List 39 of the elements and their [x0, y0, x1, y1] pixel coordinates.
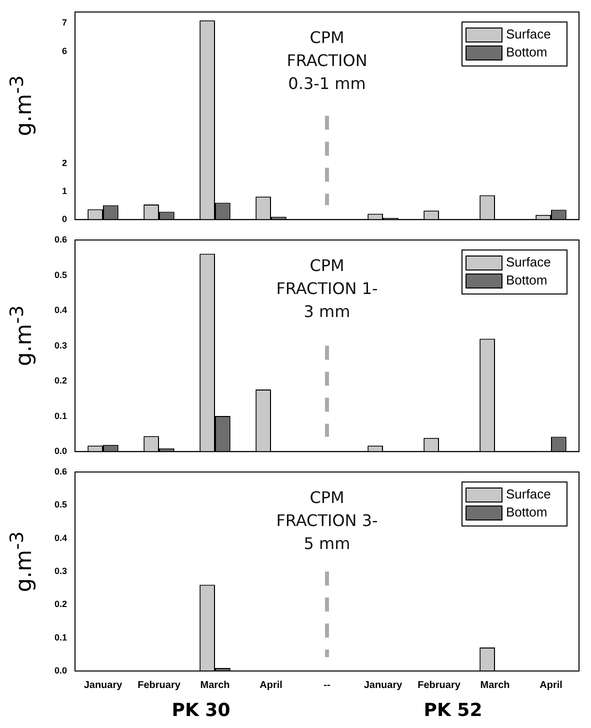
y-tick-label: 2 [62, 158, 67, 168]
x-tick-label: April [540, 680, 563, 691]
legend-label: Surface [506, 486, 551, 502]
y-tick-label: 0.3 [54, 566, 67, 576]
legend-label: Bottom [506, 504, 548, 520]
text: CPM FRACTION 0.3-1 mm [286, 27, 368, 96]
x-tick-label: January [364, 680, 403, 691]
y-tick-label: 0.5 [54, 500, 67, 510]
y-tick-label: 0.0 [54, 665, 67, 676]
legend-label: Surface [506, 254, 551, 270]
y-tick-label: 0.4 [54, 532, 67, 543]
x-tick-label: February [418, 680, 461, 691]
y-tick-label: 0.4 [54, 305, 67, 316]
x-tick-label: March [200, 680, 230, 691]
y-tick-label: 0.1 [54, 632, 67, 642]
legend-label: Bottom [506, 44, 548, 60]
text: CPM FRACTION 3-5 mm [275, 487, 379, 556]
y-tick-label: 0.5 [54, 270, 67, 280]
x-tick-label: February [138, 680, 181, 691]
y-tick-label: 0.6 [54, 234, 67, 244]
x-tick-label: -- [324, 680, 330, 691]
text: CPM FRACTION 1-3 mm [275, 255, 379, 324]
x-tick-label: April [260, 680, 283, 691]
y-tick-label: 0.2 [54, 376, 67, 386]
y-tick-label: 0.2 [54, 599, 67, 610]
y-tick-label: 0.3 [54, 340, 67, 350]
text: PK 52 [424, 700, 482, 721]
y-tick-label: 1 [62, 186, 67, 196]
legend-label: Bottom [506, 272, 548, 288]
y-tick-label: 0.6 [54, 466, 67, 476]
y-tick-label: 0.1 [54, 410, 67, 421]
x-tick-label: March [480, 680, 510, 691]
x-tick-label: January [84, 680, 123, 691]
legend-label: Surface [506, 26, 551, 42]
y-tick-label: 0 [62, 214, 67, 224]
y-tick-label: 7 [62, 18, 67, 28]
text: PK 30 [172, 700, 230, 721]
y-tick-label: 0.0 [54, 446, 67, 456]
y-tick-label: 6 [62, 46, 67, 56]
